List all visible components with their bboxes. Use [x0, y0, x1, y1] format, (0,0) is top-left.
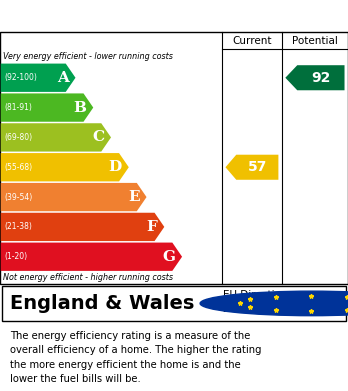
Text: B: B: [73, 100, 86, 115]
Text: (39-54): (39-54): [4, 193, 32, 202]
Text: (55-68): (55-68): [4, 163, 32, 172]
Text: G: G: [162, 250, 175, 264]
Text: (1-20): (1-20): [4, 252, 27, 261]
Polygon shape: [1, 242, 182, 271]
Circle shape: [200, 291, 348, 316]
Text: Not energy efficient - higher running costs: Not energy efficient - higher running co…: [3, 273, 174, 282]
Text: Potential: Potential: [292, 36, 338, 46]
Text: E: E: [128, 190, 140, 204]
Text: (21-38): (21-38): [4, 222, 32, 231]
Polygon shape: [1, 64, 76, 92]
Text: (81-91): (81-91): [4, 103, 32, 112]
Polygon shape: [1, 153, 129, 181]
Text: A: A: [57, 71, 69, 85]
Text: Current: Current: [232, 36, 272, 46]
Polygon shape: [1, 213, 164, 241]
Polygon shape: [226, 155, 278, 180]
Text: Very energy efficient - lower running costs: Very energy efficient - lower running co…: [3, 52, 173, 61]
Text: (69-80): (69-80): [4, 133, 32, 142]
Text: 57: 57: [248, 160, 267, 174]
Polygon shape: [1, 123, 111, 152]
Polygon shape: [1, 183, 147, 211]
Text: England & Wales: England & Wales: [10, 294, 195, 313]
Text: C: C: [92, 131, 104, 144]
Text: Energy Efficiency Rating: Energy Efficiency Rating: [10, 9, 232, 23]
Text: (92-100): (92-100): [4, 73, 37, 82]
Text: 92: 92: [311, 71, 331, 85]
Text: F: F: [147, 220, 158, 234]
Text: EU Directive
2002/91/EC: EU Directive 2002/91/EC: [223, 289, 287, 314]
Polygon shape: [285, 65, 345, 90]
Text: The energy efficiency rating is a measure of the
overall efficiency of a home. T: The energy efficiency rating is a measur…: [10, 331, 262, 384]
Polygon shape: [1, 93, 93, 122]
Text: D: D: [109, 160, 122, 174]
